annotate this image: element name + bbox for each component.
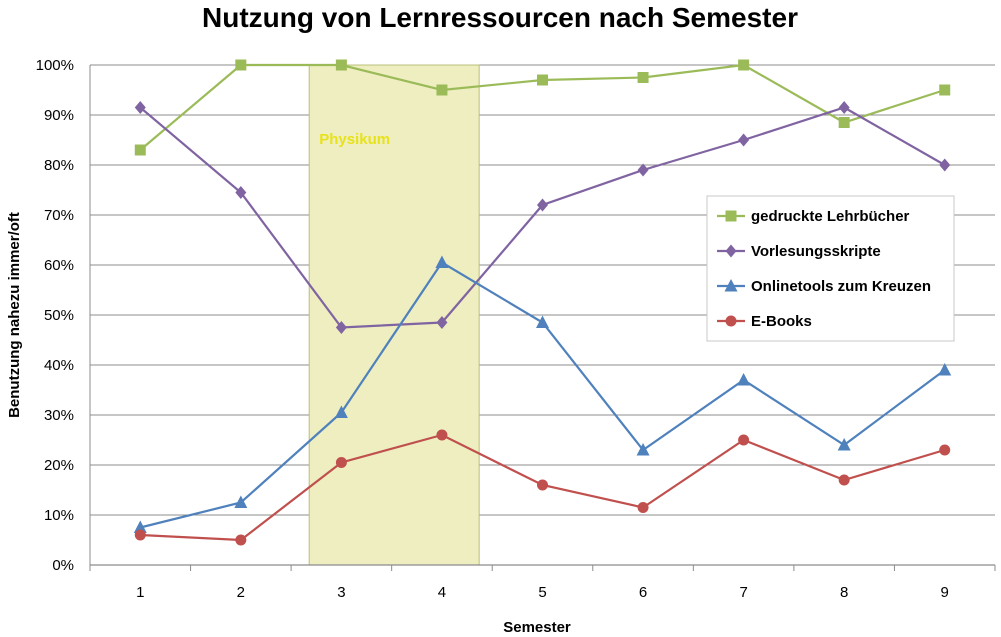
legend-marker: [725, 244, 737, 258]
data-point: [838, 101, 850, 114]
legend-box: [706, 195, 955, 342]
x-tick-label: 8: [840, 584, 848, 601]
data-point: [537, 74, 548, 86]
data-point: [637, 502, 649, 513]
legend-label: Vorlesungsskripte: [751, 243, 881, 260]
legend-label: E-Books: [751, 313, 812, 330]
legend-label: gedruckte Lehrbücher: [751, 208, 910, 225]
data-point: [536, 315, 549, 328]
legend-marker: [725, 315, 737, 327]
data-point: [134, 101, 146, 114]
x-axis-label: Semester: [503, 619, 571, 636]
data-point: [738, 133, 750, 147]
y-axis-label: Benutzung nahezu immer/oft: [6, 212, 23, 418]
legend-marker: [725, 210, 737, 222]
data-point: [235, 59, 247, 71]
x-tick-label: 5: [538, 584, 546, 601]
data-point: [436, 429, 448, 441]
data-point: [235, 186, 247, 199]
data-point: [939, 444, 951, 456]
data-point: [334, 405, 348, 418]
y-tick-label: 100%: [36, 57, 74, 74]
data-point: [738, 59, 750, 71]
y-tick-label: 50%: [44, 307, 74, 324]
data-point: [537, 198, 548, 212]
legend-marker: [724, 279, 738, 292]
data-point: [436, 84, 448, 96]
y-tick-label: 40%: [44, 357, 74, 374]
series-vorlesungsskripte: [134, 101, 951, 334]
y-tick-label: 90%: [44, 107, 74, 124]
data-point: [838, 117, 850, 128]
data-point: [335, 457, 347, 468]
chart-title: Nutzung von Lernressourcen nach Semester: [202, 2, 798, 33]
data-point: [435, 255, 449, 268]
y-tick-label: 60%: [44, 257, 74, 274]
series-onlinetools-zum-kreuzen: [133, 255, 952, 533]
data-point: [134, 144, 146, 156]
series-e-books: [134, 429, 951, 546]
x-tick-label: 4: [438, 584, 446, 601]
data-point: [837, 438, 851, 451]
data-point: [234, 495, 248, 508]
y-tick-label: 10%: [44, 507, 74, 524]
y-tick-label: 30%: [44, 407, 74, 424]
y-tick-label: 20%: [44, 457, 74, 474]
plot-area: 0% 10% 20% 30% 40% 50% 60% 70% 80% 90% 100% Physiku…: [36, 57, 996, 601]
data-point: [335, 321, 347, 334]
data-point: [436, 316, 448, 329]
data-point: [637, 72, 649, 83]
data-point: [133, 520, 147, 533]
y-tick-label: 70%: [44, 207, 74, 224]
x-tick-label: 9: [941, 584, 949, 601]
annotation-label: Physikum: [319, 131, 390, 148]
data-point: [335, 59, 347, 71]
data-point: [738, 434, 750, 446]
annotation-band: [308, 64, 480, 566]
data-point: [636, 443, 650, 456]
x-tick-label: 6: [639, 584, 647, 601]
legend-label: Onlinetools zum Kreuzen: [751, 278, 931, 295]
data-point: [939, 84, 951, 96]
data-point: [637, 163, 649, 177]
data-point: [537, 479, 548, 491]
x-tick-label: 2: [237, 584, 245, 601]
series-gedruckte-lehrb-cher: [134, 59, 951, 156]
y-tick-label: 0%: [52, 557, 74, 574]
data-point: [938, 363, 952, 376]
x-tick-label: 3: [337, 584, 345, 601]
x-tick-label: 1: [136, 584, 144, 601]
y-tick-label: 80%: [44, 157, 74, 174]
x-tick-label: 7: [739, 584, 747, 601]
data-point: [838, 474, 850, 486]
data-point: [235, 534, 247, 546]
data-point: [737, 373, 751, 386]
data-point: [939, 158, 951, 172]
data-point: [134, 529, 146, 541]
legend: gedruckte Lehrbücher Vorlesungsskripte Onl…: [706, 195, 955, 342]
